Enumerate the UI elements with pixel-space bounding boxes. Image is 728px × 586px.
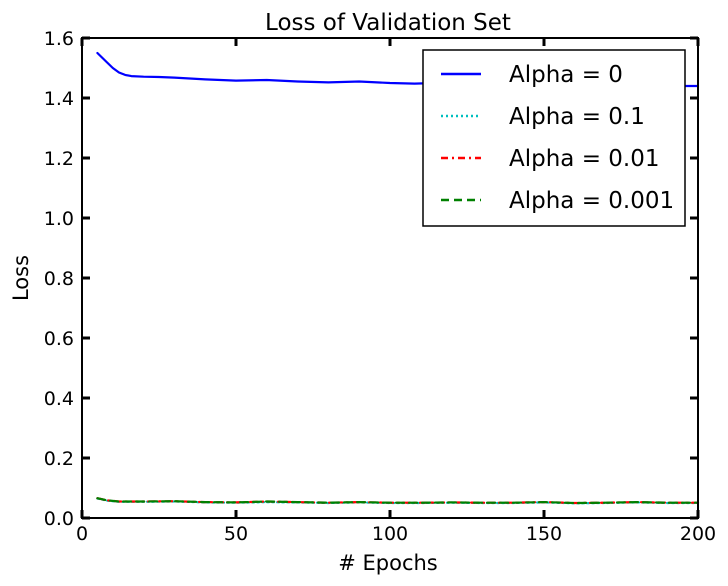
legend-label-3: Alpha = 0.001: [509, 188, 674, 214]
x-axis-label: # Epochs: [338, 551, 438, 575]
y-tick-label-1: 0.2: [44, 448, 74, 470]
x-tick-label-0: 0: [76, 523, 88, 545]
y-tick-label-2: 0.4: [44, 388, 74, 410]
x-tick-label-3: 150: [526, 523, 562, 545]
y-tick-label-6: 1.2: [44, 148, 74, 170]
y-axis-label: Loss: [9, 255, 33, 301]
plot-area: 0 50 100 150 200 0.0 0.2 0.4 0.6 0.8 1.0 1.2 1.4 1.6: [44, 28, 716, 545]
legend-label-2: Alpha = 0.01: [509, 146, 660, 172]
legend-label-1: Alpha = 0.1: [509, 104, 645, 130]
y-tick-label-4: 0.8: [44, 268, 74, 290]
legend-label-0: Alpha = 0: [509, 62, 623, 88]
x-tick-label-4: 200: [680, 523, 716, 545]
y-tick-label-0: 0.0: [44, 508, 74, 530]
legend-box: [422, 49, 686, 227]
y-tick-label-5: 1.0: [44, 208, 74, 230]
y-tick-label-7: 1.4: [44, 88, 74, 110]
legend: Alpha = 0 Alpha = 0.1 Alpha = 0.01 Alpha = …: [422, 49, 686, 227]
x-tick-label-2: 100: [372, 523, 408, 545]
y-tick-label-8: 1.6: [44, 28, 74, 50]
y-tick-label-3: 0.6: [44, 328, 74, 350]
chart-title: Loss of Validation Set: [265, 10, 511, 36]
x-tick-label-1: 50: [224, 523, 248, 545]
series-line-3: [96, 497, 700, 505]
